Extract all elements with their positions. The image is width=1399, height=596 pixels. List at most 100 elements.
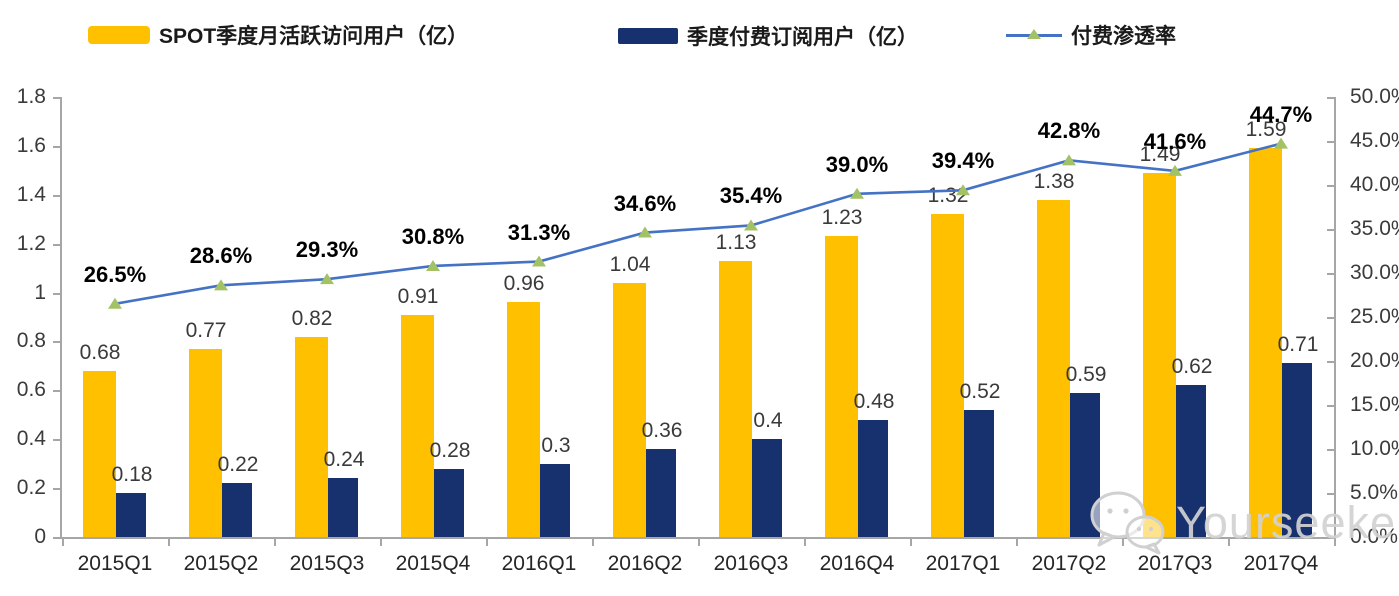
bar-mau bbox=[825, 236, 858, 537]
y-axis-right-tick bbox=[1327, 317, 1334, 319]
y-axis-left-tick bbox=[53, 439, 60, 442]
y-axis-right-tick-label: 30.0% bbox=[1350, 261, 1399, 284]
triangle-marker-icon bbox=[1027, 29, 1041, 39]
x-axis-tick bbox=[592, 539, 594, 546]
x-axis-label: 2015Q2 bbox=[183, 552, 259, 575]
penetration-value-label: 39.0% bbox=[825, 151, 889, 177]
penetration-value-label: 26.5% bbox=[83, 261, 147, 287]
mau-legend-swatch bbox=[88, 26, 150, 44]
legend-item-subscribers: 季度付费订阅用户（亿） bbox=[618, 21, 918, 51]
x-axis-tick bbox=[804, 539, 806, 546]
x-axis-tick bbox=[62, 539, 64, 546]
bar-mau bbox=[401, 314, 434, 537]
x-axis-label: 2017Q2 bbox=[1031, 552, 1107, 575]
y-axis-left-tick-label: 1.2 bbox=[16, 231, 46, 255]
y-axis-left-tick-label: 1.8 bbox=[16, 85, 46, 108]
penetration-value-label: 42.8% bbox=[1037, 118, 1101, 144]
triangle-marker bbox=[426, 259, 440, 271]
y-axis-right-tick bbox=[1327, 449, 1334, 451]
x-axis-line bbox=[60, 537, 1336, 539]
y-axis-right-tick bbox=[1327, 537, 1334, 539]
y-axis-left-tick-label: 0.6 bbox=[16, 378, 46, 402]
subscribers-legend-label: 季度付费订阅用户（亿） bbox=[687, 26, 918, 49]
x-axis-label: 2016Q3 bbox=[713, 552, 789, 575]
mau-value-label: 1.32 bbox=[927, 184, 969, 208]
penetration-value-label: 41.6% bbox=[1143, 128, 1207, 154]
subscribers-value-label: 0.18 bbox=[111, 463, 153, 486]
subscribers-legend-swatch bbox=[618, 28, 678, 44]
subscribers-value-label: 0.4 bbox=[753, 409, 783, 433]
penetration-line bbox=[114, 142, 1282, 306]
bar-mau bbox=[507, 302, 540, 537]
penetration-value-label: 39.4% bbox=[931, 148, 995, 174]
legend-item-penetration: 付费渗透率 bbox=[1006, 20, 1176, 50]
x-axis-tick bbox=[910, 539, 912, 546]
subscribers-value-label: 0.71 bbox=[1277, 333, 1319, 357]
triangle-marker bbox=[1062, 154, 1076, 166]
y-axis-right-tick-label: 25.0% bbox=[1350, 305, 1399, 328]
x-axis-label: 2016Q1 bbox=[501, 552, 577, 575]
x-axis-tick bbox=[274, 539, 276, 546]
y-axis-right-tick-label: 50.0% bbox=[1350, 85, 1399, 108]
x-axis-tick bbox=[1122, 539, 1124, 546]
mau-value-label: 1.38 bbox=[1033, 169, 1075, 193]
bar-subscribers bbox=[434, 468, 464, 537]
subscribers-value-label: 0.59 bbox=[1065, 362, 1107, 386]
bar-subscribers bbox=[222, 483, 252, 537]
penetration-value-label: 29.3% bbox=[295, 237, 359, 263]
y-axis-right-line bbox=[1334, 97, 1336, 539]
y-axis-left-tick bbox=[53, 488, 60, 491]
x-axis-tick bbox=[698, 539, 700, 546]
y-axis-left-tick-label: 0.8 bbox=[16, 329, 46, 353]
y-axis-left-line bbox=[60, 97, 62, 539]
bar-subscribers bbox=[646, 449, 676, 537]
y-axis-right-tick bbox=[1327, 97, 1334, 99]
bar-mau bbox=[295, 336, 328, 537]
mau-value-label: 1.04 bbox=[609, 252, 651, 276]
bar-mau bbox=[189, 348, 222, 537]
subscribers-value-label: 0.48 bbox=[853, 389, 895, 413]
mau-value-label: 1.23 bbox=[821, 206, 863, 230]
x-axis-label: 2015Q4 bbox=[395, 552, 471, 575]
y-axis-left-tick-label: 0.4 bbox=[16, 427, 46, 451]
x-axis-tick bbox=[380, 539, 382, 546]
x-axis-label: 2017Q1 bbox=[925, 552, 1001, 575]
subscribers-value-label: 0.24 bbox=[323, 448, 365, 472]
bar-subscribers bbox=[752, 439, 782, 537]
mau-value-label: 0.91 bbox=[397, 284, 439, 308]
y-axis-left-tick bbox=[53, 97, 60, 99]
y-axis-right-tick bbox=[1327, 185, 1334, 187]
y-axis-right-tick-label: 0.0% bbox=[1350, 525, 1398, 548]
mau-legend-label: SPOT季度月活跃访问用户（亿） bbox=[159, 25, 469, 48]
penetration-legend-marker bbox=[1006, 27, 1062, 43]
bar-subscribers bbox=[1176, 385, 1206, 537]
y-axis-left-tick-label: 1.6 bbox=[16, 133, 46, 157]
bar-subscribers bbox=[328, 478, 358, 537]
y-axis-right-tick bbox=[1327, 405, 1334, 407]
x-axis-label: 2015Q1 bbox=[77, 552, 153, 575]
y-axis-left-tick bbox=[53, 341, 60, 344]
x-axis-label: 2016Q4 bbox=[819, 552, 895, 575]
x-axis-tick bbox=[1228, 539, 1230, 546]
triangle-marker bbox=[850, 187, 864, 199]
y-axis-right-tick-label: 15.0% bbox=[1350, 393, 1399, 416]
bar-subscribers bbox=[540, 463, 570, 537]
x-axis-tick bbox=[1016, 539, 1018, 546]
y-axis-right-tick-label: 10.0% bbox=[1350, 437, 1399, 460]
mau-value-label: 1.59 bbox=[1245, 118, 1287, 142]
mau-value-label: 1.13 bbox=[715, 230, 757, 254]
triangle-marker bbox=[638, 226, 652, 238]
y-axis-right-tick-label: 5.0% bbox=[1350, 481, 1398, 504]
penetration-value-label: 34.6% bbox=[613, 190, 677, 216]
triangle-marker bbox=[108, 297, 122, 309]
mau-value-label: 0.96 bbox=[503, 272, 545, 296]
penetration-value-label: 31.3% bbox=[507, 219, 571, 245]
penetration-value-label: 44.7% bbox=[1249, 101, 1313, 127]
bar-subscribers bbox=[964, 409, 994, 537]
bar-mau bbox=[83, 370, 116, 537]
x-axis-label: 2016Q2 bbox=[607, 552, 683, 575]
triangle-marker bbox=[214, 279, 228, 291]
y-axis-right-tick bbox=[1327, 273, 1334, 275]
y-axis-left-tick bbox=[53, 145, 60, 148]
